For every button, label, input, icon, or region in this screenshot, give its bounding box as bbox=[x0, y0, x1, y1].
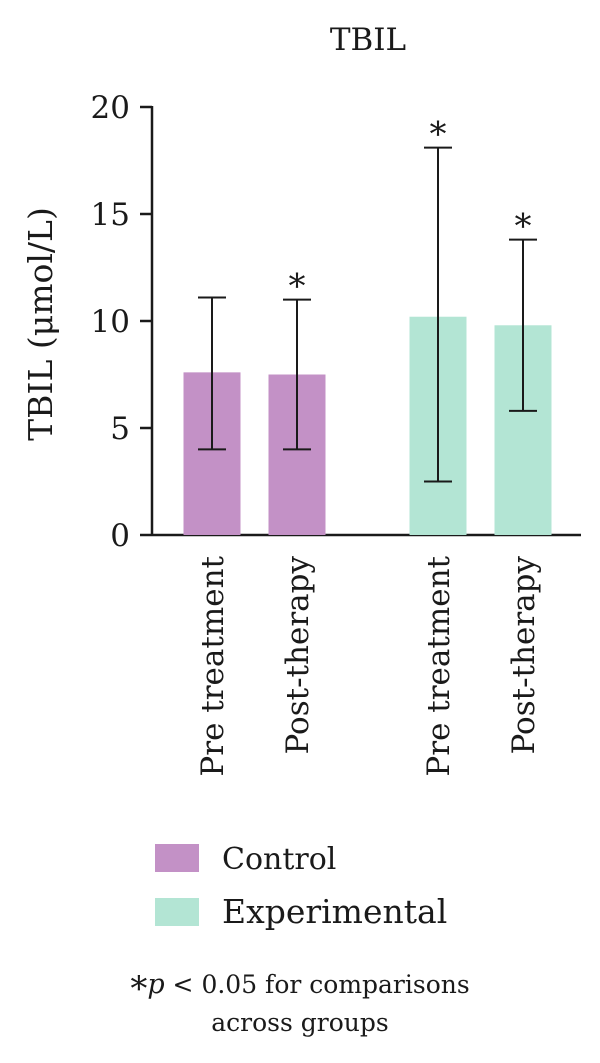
x-tick-label: Post-therapy bbox=[506, 556, 542, 755]
significance-marker: * bbox=[289, 267, 306, 307]
tbil-bar-chart: TBIL TBIL (μmol/L) 0 5 10 15 20 * * * Pre trea… bbox=[21, 22, 581, 931]
significance-marker: * bbox=[430, 115, 447, 155]
legend-label: Control bbox=[222, 842, 336, 877]
significance-marker: * bbox=[515, 207, 532, 247]
legend-swatch bbox=[155, 844, 199, 872]
footnote-p: p bbox=[147, 969, 165, 1000]
significance-footnote: *p < 0.05 for comparisons across groups bbox=[0, 968, 600, 1040]
footnote-text: < 0.05 for comparisons bbox=[164, 970, 470, 999]
y-tick-label: 0 bbox=[110, 518, 130, 554]
legend-swatch bbox=[155, 898, 199, 926]
legend-label: Experimental bbox=[222, 892, 447, 931]
y-tick-label: 15 bbox=[91, 197, 130, 233]
footnote-line-1: *p < 0.05 for comparisons bbox=[0, 968, 600, 1006]
y-tick-label: 10 bbox=[91, 304, 130, 340]
y-axis-label: TBIL (μmol/L) bbox=[21, 207, 60, 441]
x-tick-label: Pre treatment bbox=[195, 555, 231, 776]
x-tick-label: Post-therapy bbox=[280, 556, 316, 755]
footnote-line-2: across groups bbox=[211, 1008, 389, 1037]
y-tick-label: 5 bbox=[110, 411, 130, 447]
chart-title: TBIL bbox=[330, 22, 406, 58]
y-tick-label: 20 bbox=[91, 90, 130, 126]
footnote-star: * bbox=[130, 969, 148, 1009]
x-tick-label: Pre treatment bbox=[421, 555, 457, 776]
